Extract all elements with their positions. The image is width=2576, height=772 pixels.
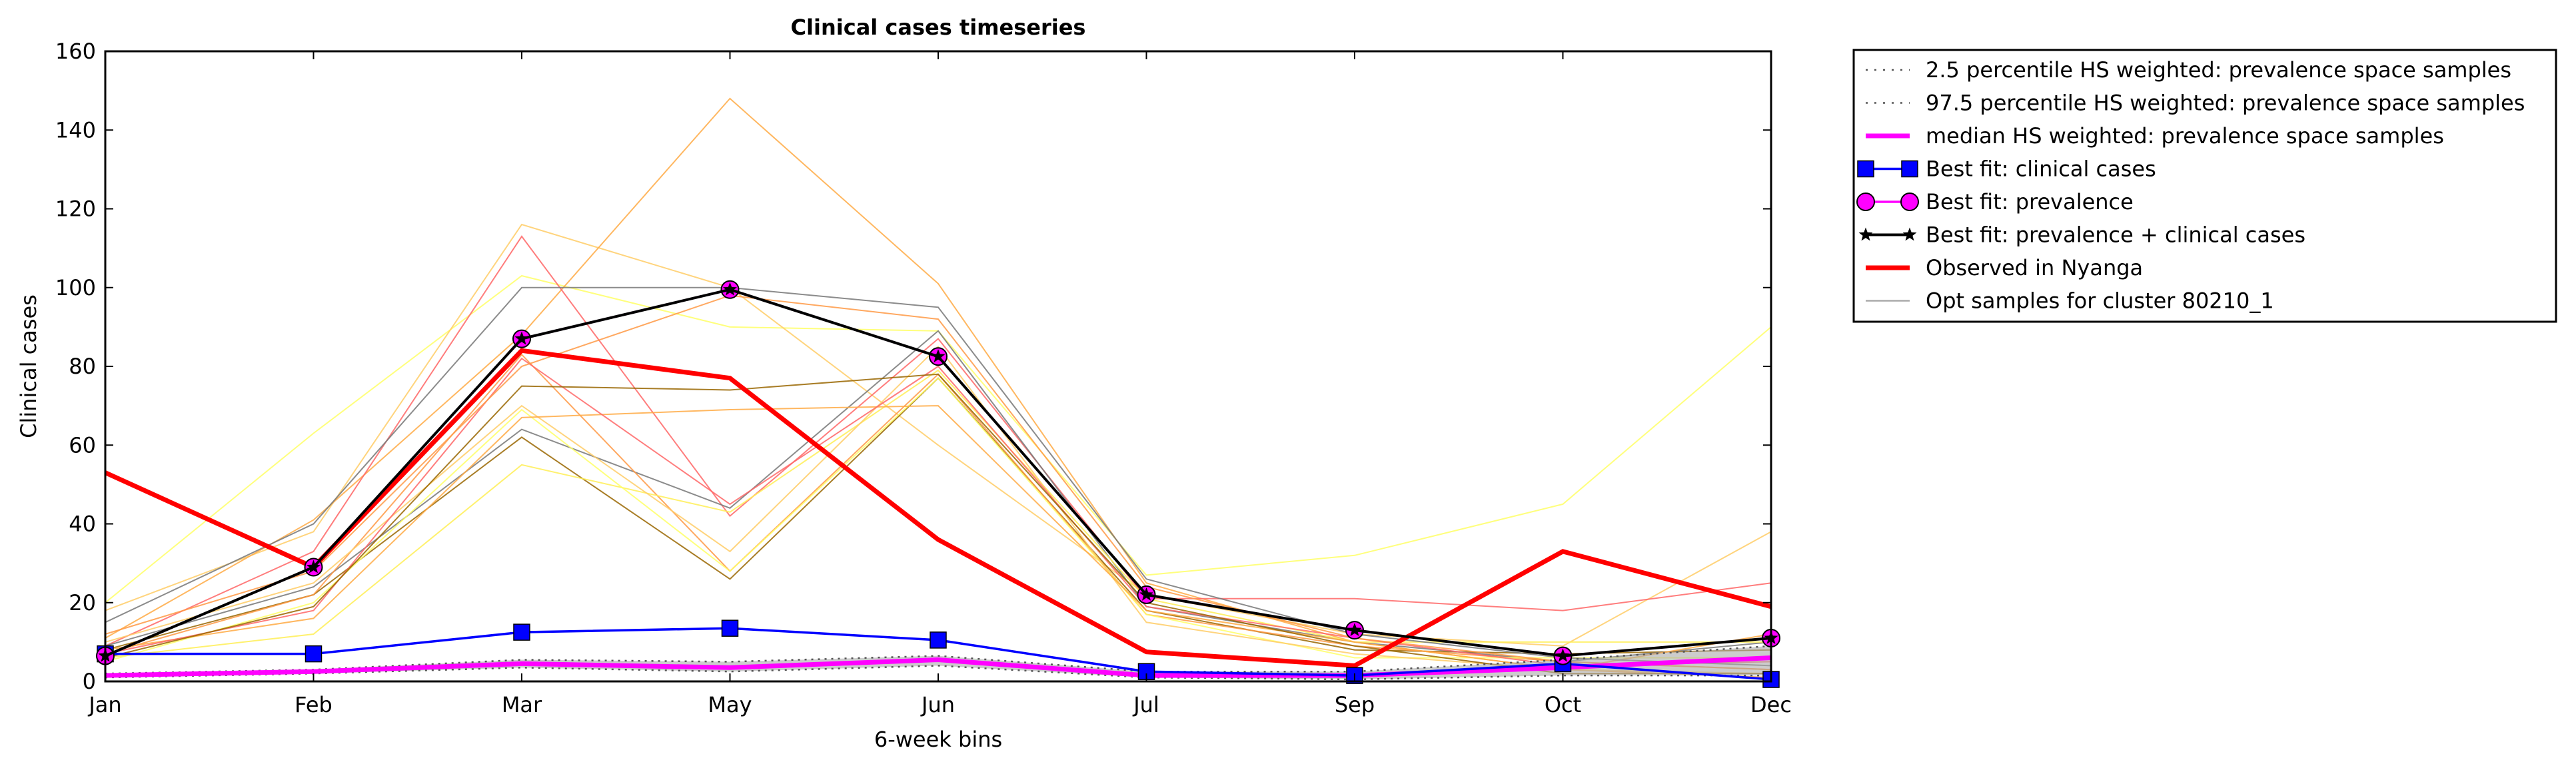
median-line: [105, 655, 1772, 678]
best-fit-combined-marker: [723, 282, 737, 296]
percentile-97-5-line: [105, 645, 1772, 675]
opt-sample-line: [105, 369, 1771, 659]
opt-sample-line: [105, 405, 1772, 671]
x-tick-label: Oct: [1545, 692, 1581, 717]
best-fit-combined-marker: [1347, 623, 1362, 636]
y-tick-label: 160: [55, 39, 96, 64]
opt-sample-line: [105, 377, 1771, 663]
opt-sample-line: [105, 357, 1772, 667]
best-fit-clinical-marker: [721, 619, 739, 637]
legend-entry: Best fit: prevalence: [1856, 189, 2134, 214]
y-tick-label: 60: [69, 432, 96, 458]
best-fit-combined-marker: [1139, 587, 1153, 601]
legend-entry: Best fit: prevalence + clinical cases: [1858, 222, 2305, 248]
legend-label: Best fit: prevalence: [1926, 189, 2134, 214]
x-axis-label: 6-week bins: [874, 727, 1002, 752]
percentile-band: [105, 645, 1771, 680]
series-layer: [96, 280, 1780, 688]
legend-label: 2.5 percentile HS weighted: prevalence s…: [1926, 57, 2511, 83]
opt-sample-line: [105, 330, 1772, 663]
legend-entry: Observed in Nyanga: [1866, 255, 2143, 280]
y-tick-label: 140: [55, 117, 96, 143]
legend-square-marker: [1901, 160, 1918, 178]
best-fit-combined-marker: [307, 560, 321, 574]
legend-label: Observed in Nyanga: [1926, 255, 2143, 280]
x-tick-label: Sep: [1335, 692, 1375, 717]
legend: 2.5 percentile HS weighted: prevalence s…: [1852, 49, 2557, 323]
legend-circle-marker: [1856, 193, 1875, 211]
best-fit-combined-marker: [931, 349, 946, 363]
legend-entry: median HS weighted: prevalence space sam…: [1866, 123, 2444, 149]
x-tick-label: May: [708, 692, 752, 717]
y-tick-label: 100: [55, 275, 96, 300]
y-tick-label: 0: [83, 669, 96, 694]
legend-label: Best fit: clinical cases: [1926, 157, 2156, 182]
x-tick-label: Jan: [87, 692, 121, 717]
best-fit-clinical-marker: [513, 623, 530, 641]
opt-sample-line: [105, 294, 1772, 671]
best-fit-combined-marker: [1556, 648, 1570, 662]
legend-label: 97.5 percentile HS weighted: prevalence …: [1926, 91, 2525, 116]
x-tick-label: Jul: [1132, 692, 1159, 717]
x-tick-label: Jun: [920, 692, 955, 717]
legend-entry: Best fit: clinical cases: [1857, 157, 2156, 182]
percentile-band-layer: [105, 645, 1772, 681]
legend-square-marker: [1857, 160, 1874, 178]
legend-label: Best fit: prevalence + clinical cases: [1926, 222, 2305, 248]
legend-frame: [1852, 49, 2557, 323]
observed-line: [104, 348, 1772, 668]
legend-circle-marker: [1900, 193, 1919, 211]
best-fit-clinical-marker: [305, 645, 322, 663]
axis-ticks: Jan Feb Mar May Jun Jul Sep Oct Dec 0 20 40 60 80 100 1…: [55, 39, 1792, 717]
x-tick-label: Feb: [295, 692, 332, 717]
best-fit-clinical-marker: [930, 631, 947, 649]
best-fit-combined-marker: [514, 331, 529, 345]
y-axis-label: Clinical cases: [16, 294, 41, 438]
legend-star-marker: [1902, 227, 1917, 241]
y-tick-label: 20: [69, 590, 96, 615]
opt-sample-line: [105, 286, 1772, 667]
x-tick-label: Mar: [502, 692, 542, 717]
y-tick-label: 40: [69, 512, 96, 537]
chart-title: Clinical cases timeseries: [791, 15, 1086, 40]
percentile-2-5-line: [105, 665, 1771, 681]
legend-items: 2.5 percentile HS weighted: prevalence s…: [1856, 57, 2525, 314]
y-tick-label: 120: [55, 196, 96, 222]
legend-label: median HS weighted: prevalence space sam…: [1926, 123, 2444, 149]
y-tick-label: 80: [69, 354, 96, 379]
legend-star-marker: [1858, 227, 1873, 241]
legend-entry: 2.5 percentile HS weighted: prevalence s…: [1866, 57, 2511, 83]
legend-entry: 97.5 percentile HS weighted: prevalence …: [1866, 91, 2525, 116]
opt-sample-line: [105, 235, 1772, 647]
legend-label: Opt samples for cluster 80210_1: [1926, 288, 2274, 314]
legend-entry: Opt samples for cluster 80210_1: [1866, 288, 2274, 314]
x-tick-label: Dec: [1750, 692, 1792, 717]
